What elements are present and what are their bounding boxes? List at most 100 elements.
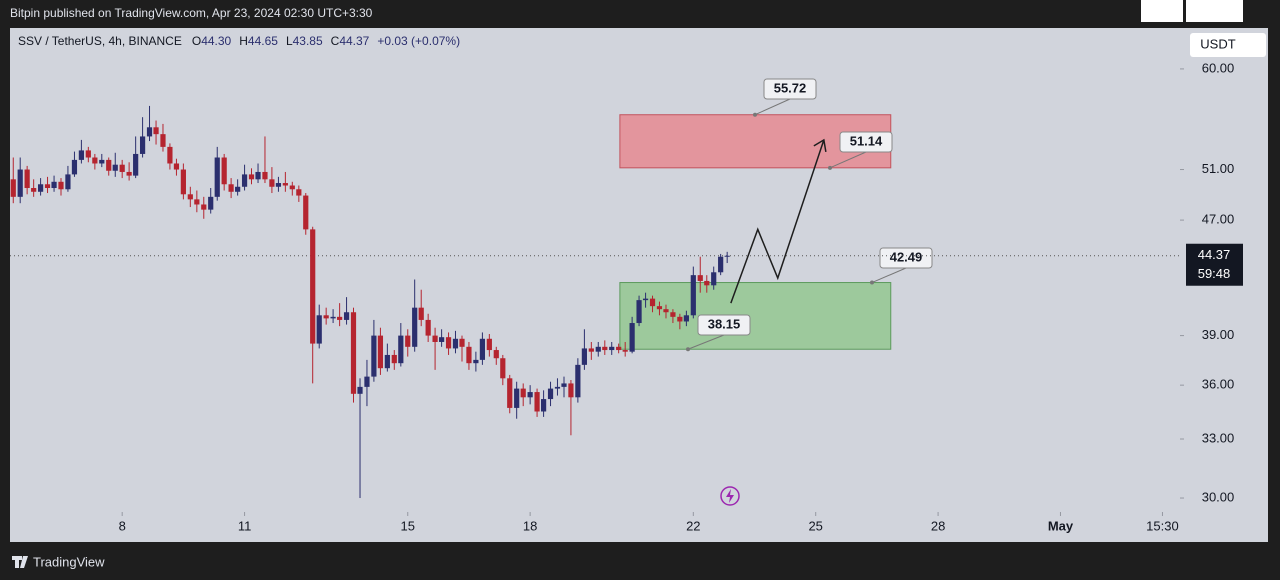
candle-body — [459, 338, 465, 347]
label-leader — [829, 151, 867, 169]
candle-body — [711, 272, 717, 286]
candle-body — [493, 350, 499, 359]
candle-body — [357, 386, 363, 394]
forecast-path — [730, 139, 825, 304]
candle-body — [180, 169, 186, 195]
y-tick-label: 39.00 — [1202, 327, 1235, 342]
currency-box — [1190, 33, 1266, 57]
candle-body — [622, 350, 628, 352]
candle-body — [289, 185, 295, 190]
candle-body — [704, 280, 710, 286]
label-leader — [754, 98, 791, 116]
x-tick-label: 28 — [931, 518, 945, 533]
candle-body — [561, 383, 567, 387]
candle-body — [160, 134, 166, 147]
candle-body — [588, 348, 594, 352]
x-tick-label: 15:30 — [1146, 518, 1179, 533]
candle-body — [208, 196, 214, 210]
candle-body — [126, 171, 132, 176]
ohlc-letter: H — [239, 34, 248, 48]
candle-body — [139, 136, 146, 154]
event-icon[interactable] — [720, 486, 740, 506]
candle-body — [119, 164, 125, 172]
zone-label: 38.15 — [708, 316, 741, 331]
candle-body — [547, 388, 554, 400]
candle-body — [106, 159, 112, 171]
candle-body — [316, 315, 322, 344]
candle-body — [581, 348, 587, 365]
candle-body — [364, 376, 370, 387]
candle-body — [241, 174, 248, 187]
x-tick-label: May — [1048, 518, 1074, 533]
tv-logo — [12, 556, 28, 568]
label-anchor — [686, 347, 690, 352]
candle-body — [371, 335, 377, 377]
zone-label: 55.72 — [774, 80, 807, 95]
label-box — [839, 131, 893, 153]
y-tick-label: 47.00 — [1202, 212, 1235, 227]
candle-body — [677, 316, 683, 322]
candle-body — [248, 174, 255, 180]
zone — [619, 282, 892, 350]
candle-body — [235, 186, 241, 192]
candle-body — [85, 150, 91, 158]
low-badge-value — [1186, 0, 1243, 22]
candle-body — [92, 157, 98, 164]
candle-body — [37, 184, 44, 192]
candle-body — [24, 169, 30, 189]
candle-body — [697, 275, 703, 281]
candle-body — [384, 354, 390, 369]
event-bolt — [726, 489, 734, 503]
candle-body — [269, 179, 275, 187]
x-tick-label: 8 — [119, 518, 126, 533]
candle-body — [282, 183, 288, 186]
candle-body — [391, 354, 397, 364]
x-tick-label: 11 — [238, 518, 252, 533]
candle-body — [350, 312, 357, 394]
candle-body — [466, 346, 472, 364]
candle-body — [514, 388, 520, 408]
candle-body — [173, 163, 180, 170]
low-badge-label — [1141, 0, 1183, 22]
candle-body — [337, 316, 343, 320]
candle-body — [554, 386, 561, 389]
candle-body — [670, 312, 676, 317]
candle-body — [636, 300, 642, 324]
candle-body — [507, 378, 513, 408]
x-tick-label: 22 — [686, 518, 700, 533]
zone-label: 51.14 — [850, 133, 883, 148]
candle-body — [445, 337, 452, 349]
y-tick-label: 60.00 — [1202, 60, 1235, 75]
candle-body — [425, 319, 431, 336]
candle-body — [112, 164, 118, 171]
candle-body — [153, 127, 159, 135]
candle-body — [540, 399, 547, 412]
ohlc-value: 44.37 — [339, 34, 369, 48]
candle-body — [78, 150, 84, 160]
candle-body — [398, 335, 404, 364]
candle-body — [51, 181, 57, 189]
candle-body — [656, 306, 663, 310]
candle-body — [58, 181, 64, 190]
candle-body — [228, 184, 234, 192]
arrow-head — [813, 138, 827, 153]
candle-body — [718, 256, 724, 273]
candle-body — [275, 183, 282, 187]
candle-body — [221, 157, 227, 185]
candle-body — [17, 169, 23, 197]
candle-body — [629, 323, 635, 352]
candle-body — [452, 338, 459, 349]
ohlc-value: 44.65 — [248, 34, 278, 48]
candle-body — [214, 157, 220, 197]
candle-body — [296, 189, 302, 196]
candle-body — [602, 346, 608, 351]
candle-body — [99, 159, 105, 164]
candle-body — [310, 229, 316, 344]
candle-body — [568, 383, 574, 398]
candle-body — [609, 346, 615, 351]
candle-body — [303, 195, 309, 230]
candle-body — [642, 298, 649, 301]
candle-body — [534, 392, 540, 412]
label-anchor — [753, 112, 757, 117]
